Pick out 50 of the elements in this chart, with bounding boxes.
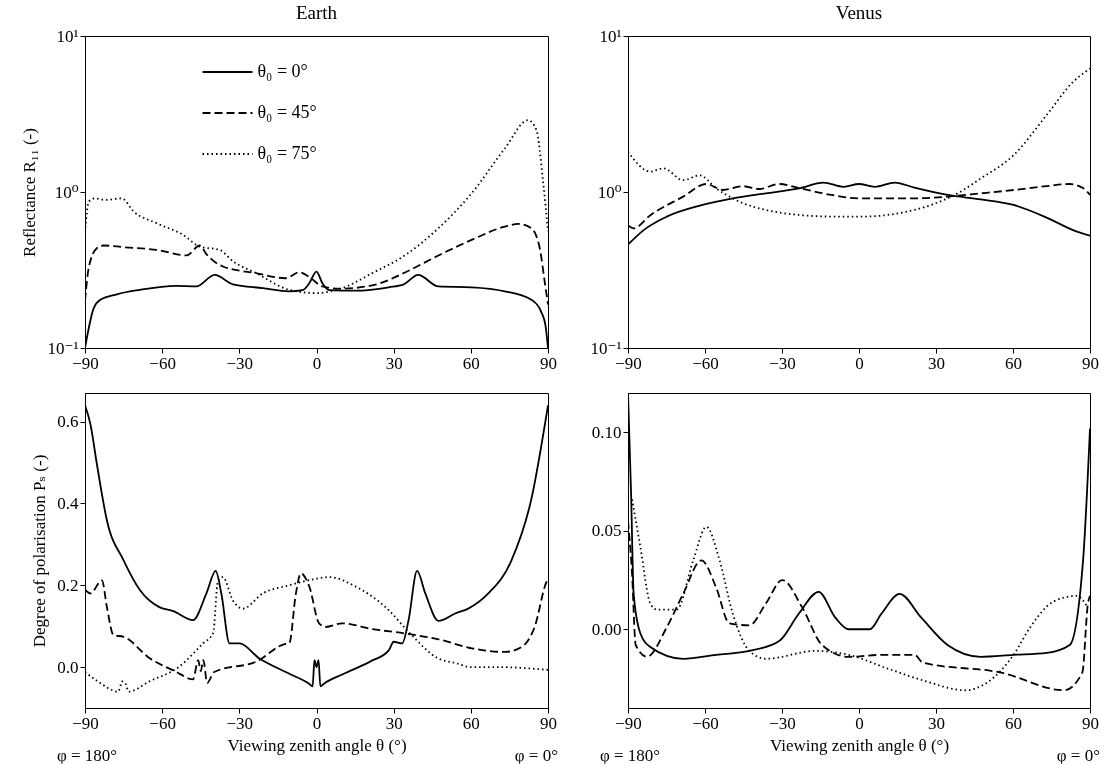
x-axis-title: Viewing zenith angle θ (°) bbox=[769, 735, 950, 755]
y-tick-label: 0.10 bbox=[591, 422, 622, 442]
x-tick-label: −60 bbox=[692, 353, 719, 373]
x-tick-label: 90 bbox=[1082, 713, 1099, 733]
y-tick-label: 0.2 bbox=[57, 575, 79, 595]
x-tick-label: 90 bbox=[540, 713, 557, 733]
text: φ = 0° bbox=[1056, 746, 1100, 764]
x-tick-label: 60 bbox=[1005, 713, 1022, 733]
x-tick-label: −30 bbox=[769, 353, 796, 373]
chart-title: Earth bbox=[295, 2, 338, 23]
y-tick-label: 0.0 bbox=[57, 657, 79, 677]
y-tick-label: 0.4 bbox=[57, 493, 79, 513]
x-tick-label: 60 bbox=[462, 713, 480, 733]
x-tick-label: 60 bbox=[1005, 353, 1022, 373]
x-tick-label: −30 bbox=[769, 713, 796, 733]
legend-label: θ₀ = 75° bbox=[257, 143, 317, 163]
x-tick-label: −90 bbox=[615, 713, 642, 733]
y-tick-label: 0.6 bbox=[57, 412, 79, 432]
x-tick-label: 0 bbox=[312, 353, 322, 373]
y-tick-label: 0.00 bbox=[591, 619, 622, 639]
x-tick-label: 60 bbox=[462, 353, 480, 373]
x-tick-label: 0 bbox=[312, 713, 322, 733]
x-tick-label: −60 bbox=[149, 353, 176, 373]
x-tick-label: −60 bbox=[149, 713, 176, 733]
legend-label: θ₀ = 0° bbox=[257, 61, 308, 81]
text: φ = 180° bbox=[56, 746, 118, 764]
x-tick-label: 0 bbox=[855, 353, 864, 373]
y-axis-title: Reflectance R₁₁ (-) bbox=[20, 128, 40, 257]
x-tick-label: 90 bbox=[1082, 353, 1099, 373]
x-tick-label: −90 bbox=[72, 713, 99, 733]
x-tick-label: 30 bbox=[385, 713, 403, 733]
x-tick-label: −30 bbox=[226, 353, 254, 373]
chart-title: Venus bbox=[835, 2, 883, 23]
text: φ = 180° bbox=[599, 746, 661, 764]
x-tick-label: 0 bbox=[855, 713, 864, 733]
legend-label: θ₀ = 45° bbox=[257, 102, 317, 122]
x-tick-label: 30 bbox=[928, 713, 945, 733]
x-axis-title: Viewing zenith angle θ (°) bbox=[227, 735, 407, 755]
y-tick-label: 10¹ bbox=[56, 26, 79, 46]
x-tick-label: −60 bbox=[692, 713, 719, 733]
y-tick-label: 10⁰ bbox=[597, 182, 622, 202]
x-tick-label: 30 bbox=[928, 353, 945, 373]
y-tick-label: 0.05 bbox=[591, 521, 622, 541]
y-tick-label: 10¹ bbox=[599, 26, 622, 46]
x-tick-label: 90 bbox=[540, 353, 557, 373]
y-tick-label: 10⁰ bbox=[54, 182, 79, 202]
text: φ = 0° bbox=[514, 746, 558, 764]
x-tick-label: 30 bbox=[385, 353, 403, 373]
x-tick-label: −30 bbox=[226, 713, 254, 733]
y-axis-title: Degree of polarisation Pₛ (-) bbox=[30, 454, 50, 648]
